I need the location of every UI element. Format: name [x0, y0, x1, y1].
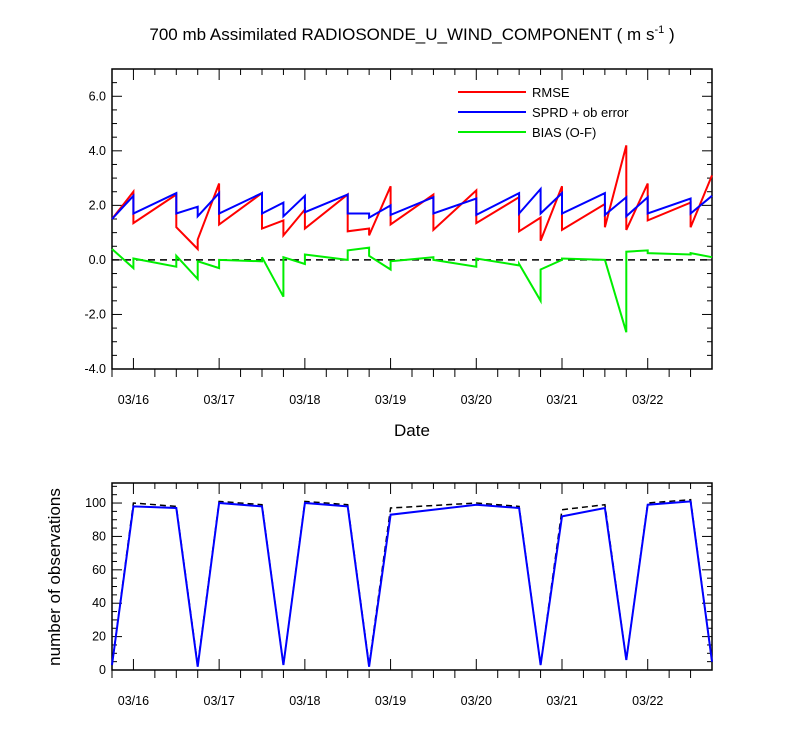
top-panel: -4.0-2.00.02.04.06.0 03/16 03/17 03/18 03/1…	[84, 68, 713, 440]
top-x-tick-label: 03/21	[546, 393, 577, 407]
top-y-tick-label: -4.0	[84, 362, 106, 376]
legend-label-rmse: RMSE	[532, 85, 570, 100]
bottom-x-tick-label: 03/17	[204, 694, 235, 708]
top-x-tick-label: 03/17	[204, 393, 235, 407]
x-axis-label: Date	[394, 421, 430, 440]
top-y-tick-labels: -4.0 -2.0 0.0 2.0 4.0 6.0	[84, 89, 106, 376]
top-axis-ticks	[111, 68, 712, 377]
bottom-x-tick-label: 03/19	[375, 694, 406, 708]
top-x-tick-label: 03/20	[461, 393, 492, 407]
bottom-series-lines	[111, 498, 713, 667]
bottom-y-tick-label: 20	[92, 630, 106, 644]
y-axis-label-observations: number of observations	[45, 488, 64, 666]
legend-label-bias-o-f: BIAS (O-F)	[532, 125, 596, 140]
top-x-tick-label: 03/19	[375, 393, 406, 407]
bottom-x-tick-label: 03/16	[118, 694, 149, 708]
top-rmse-line	[111, 145, 713, 252]
legend-label-sprd-ob-error: SPRD + ob error	[532, 105, 629, 120]
bottom-y-tick-label: 40	[92, 596, 106, 610]
chart-title: 700 mb Assimilated RADIOSONDE_U_WIND_COM…	[149, 24, 674, 44]
bottom-y-tick-label: 100	[85, 496, 106, 510]
bottom-x-tick-labels: 03/16 03/17 03/18 03/19 03/20 03/21 03/22	[118, 694, 664, 708]
top-y-tick-label: 2.0	[89, 198, 106, 212]
top-y-tick-label: -2.0	[84, 307, 106, 321]
bottom-y-tick-labels: 0 20 40 60 80 100	[85, 496, 106, 677]
bottom-y-tick-label: 80	[92, 529, 106, 543]
top-x-tick-label: 03/18	[289, 393, 320, 407]
bottom-x-tick-label: 03/22	[632, 694, 663, 708]
bottom-y-tick-label: 0	[99, 663, 106, 677]
bottom-x-tick-label: 03/18	[289, 694, 320, 708]
top-y-tick-label: 6.0	[89, 89, 106, 103]
top-sprd-ob-error-line	[111, 186, 713, 220]
bottom-plot-frame	[111, 482, 713, 671]
top-x-tick-labels: 03/16 03/17 03/18 03/19 03/20 03/21 03/22	[118, 393, 664, 407]
top-bias-o-f-line	[111, 246, 713, 333]
bottom-series-1-line	[111, 500, 713, 667]
legend: RMSE SPRD + ob error BIAS (O-F)	[458, 85, 629, 140]
top-series-lines	[111, 145, 713, 333]
top-x-tick-label: 03/16	[118, 393, 149, 407]
top-x-tick-label: 03/22	[632, 393, 663, 407]
bottom-y-tick-label: 60	[92, 563, 106, 577]
top-y-tick-label: 0.0	[89, 253, 106, 267]
bottom-x-tick-label: 03/21	[546, 694, 577, 708]
bottom-x-tick-label: 03/20	[461, 694, 492, 708]
top-y-tick-label: 4.0	[89, 144, 106, 158]
